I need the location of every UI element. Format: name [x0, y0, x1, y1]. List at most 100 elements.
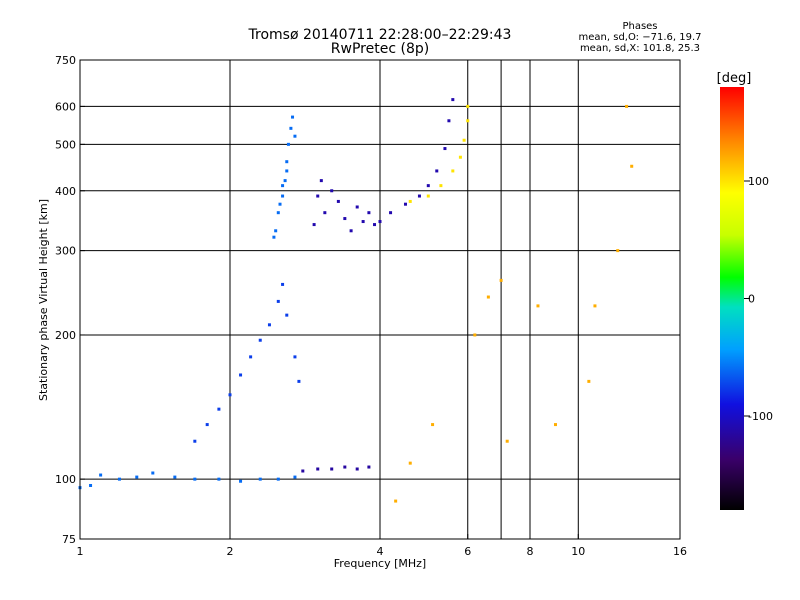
data-point [151, 471, 155, 475]
data-point [336, 199, 340, 203]
x-tick-label: 8 [527, 545, 534, 558]
data-point [89, 483, 93, 487]
data-point [417, 194, 421, 198]
data-point [239, 479, 243, 483]
data-point [274, 229, 278, 233]
data-point [283, 179, 287, 183]
data-point [281, 194, 285, 198]
data-point [593, 304, 597, 308]
data-point [135, 475, 139, 479]
x-tick-label: 1 [77, 545, 84, 558]
colorbar-unit-label: [deg] [717, 71, 752, 86]
data-point [394, 499, 398, 503]
data-point [553, 423, 557, 427]
data-point [466, 104, 470, 108]
x-axis-label: Frequency [MHz] [334, 557, 426, 570]
data-point [117, 477, 121, 481]
x-tick-label: 4 [377, 545, 384, 558]
data-point [408, 199, 412, 203]
y-tick-label: 400 [55, 185, 76, 198]
data-point [630, 164, 634, 168]
data-point [272, 235, 276, 239]
data-point [278, 202, 282, 206]
data-point [536, 304, 540, 308]
info-line-x: mean, sd,X: 101.8, 25.3 [580, 43, 700, 54]
info-heading: Phases [622, 21, 657, 32]
data-point [285, 313, 289, 317]
colorbar-tick-label: 0 [748, 293, 755, 306]
data-point [276, 211, 280, 215]
data-point [625, 104, 629, 108]
data-point [486, 295, 490, 299]
data-point [267, 323, 271, 327]
y-tick-label: 75 [62, 533, 76, 546]
tick-layer: 1 2 4 6 8 10 16 75 100 200 300 400 500 600 750 [55, 54, 687, 558]
data-point [403, 202, 407, 206]
y-tick-label: 200 [55, 329, 76, 342]
data-point [312, 223, 316, 227]
data-point [431, 423, 435, 427]
data-point [286, 142, 290, 146]
data-point [355, 205, 359, 209]
grid-layer [80, 60, 680, 539]
data-point [228, 393, 232, 397]
data-point [217, 477, 221, 481]
data-point [258, 338, 262, 342]
colorbar-ticks: 100 0 -100 [744, 175, 773, 423]
data-point [616, 249, 620, 253]
data-point [462, 138, 466, 142]
data-point [276, 299, 280, 303]
data-point [99, 473, 103, 477]
data-point [323, 211, 327, 215]
data-point [373, 223, 377, 227]
point-layer [78, 98, 634, 503]
data-point [439, 184, 443, 188]
data-point [378, 220, 382, 224]
data-point [297, 379, 301, 383]
data-point [330, 189, 334, 193]
data-point [173, 475, 177, 479]
data-point [301, 469, 305, 473]
data-point [451, 169, 455, 173]
data-point [473, 333, 477, 337]
data-point [193, 439, 197, 443]
x-tick-label: 10 [571, 545, 585, 558]
data-point [367, 211, 371, 215]
data-point [316, 467, 320, 471]
data-point [276, 477, 280, 481]
colorbar [720, 87, 744, 510]
data-point [319, 179, 323, 183]
colorbar-tick-label: -100 [748, 410, 773, 423]
data-point [447, 119, 451, 123]
data-point [499, 278, 503, 282]
data-point [435, 169, 439, 173]
data-point [316, 194, 320, 198]
data-point [458, 155, 462, 159]
data-point [217, 407, 221, 411]
data-point [239, 373, 243, 377]
data-point [451, 98, 455, 102]
data-point [389, 211, 393, 215]
data-point [330, 467, 334, 471]
data-point [258, 477, 262, 481]
colorbar-tick-label: 100 [748, 175, 769, 188]
data-point [281, 184, 285, 188]
data-point [285, 169, 289, 173]
y-tick-label: 750 [55, 54, 76, 67]
data-point [293, 134, 297, 138]
y-tick-label: 500 [55, 138, 76, 151]
chart-subtitle: RwPretec (8p) [331, 41, 429, 57]
data-point [193, 477, 197, 481]
data-point [349, 229, 353, 233]
data-point [293, 475, 297, 479]
data-point [281, 282, 285, 286]
data-point [426, 194, 430, 198]
y-axis-label: Stationary phase Virtual Height [km] [37, 199, 50, 401]
y-tick-label: 300 [55, 245, 76, 258]
data-point [343, 217, 347, 221]
data-point [443, 147, 447, 151]
data-point [426, 184, 430, 188]
data-point [285, 160, 289, 164]
data-point [361, 220, 365, 224]
x-tick-label: 6 [464, 545, 471, 558]
